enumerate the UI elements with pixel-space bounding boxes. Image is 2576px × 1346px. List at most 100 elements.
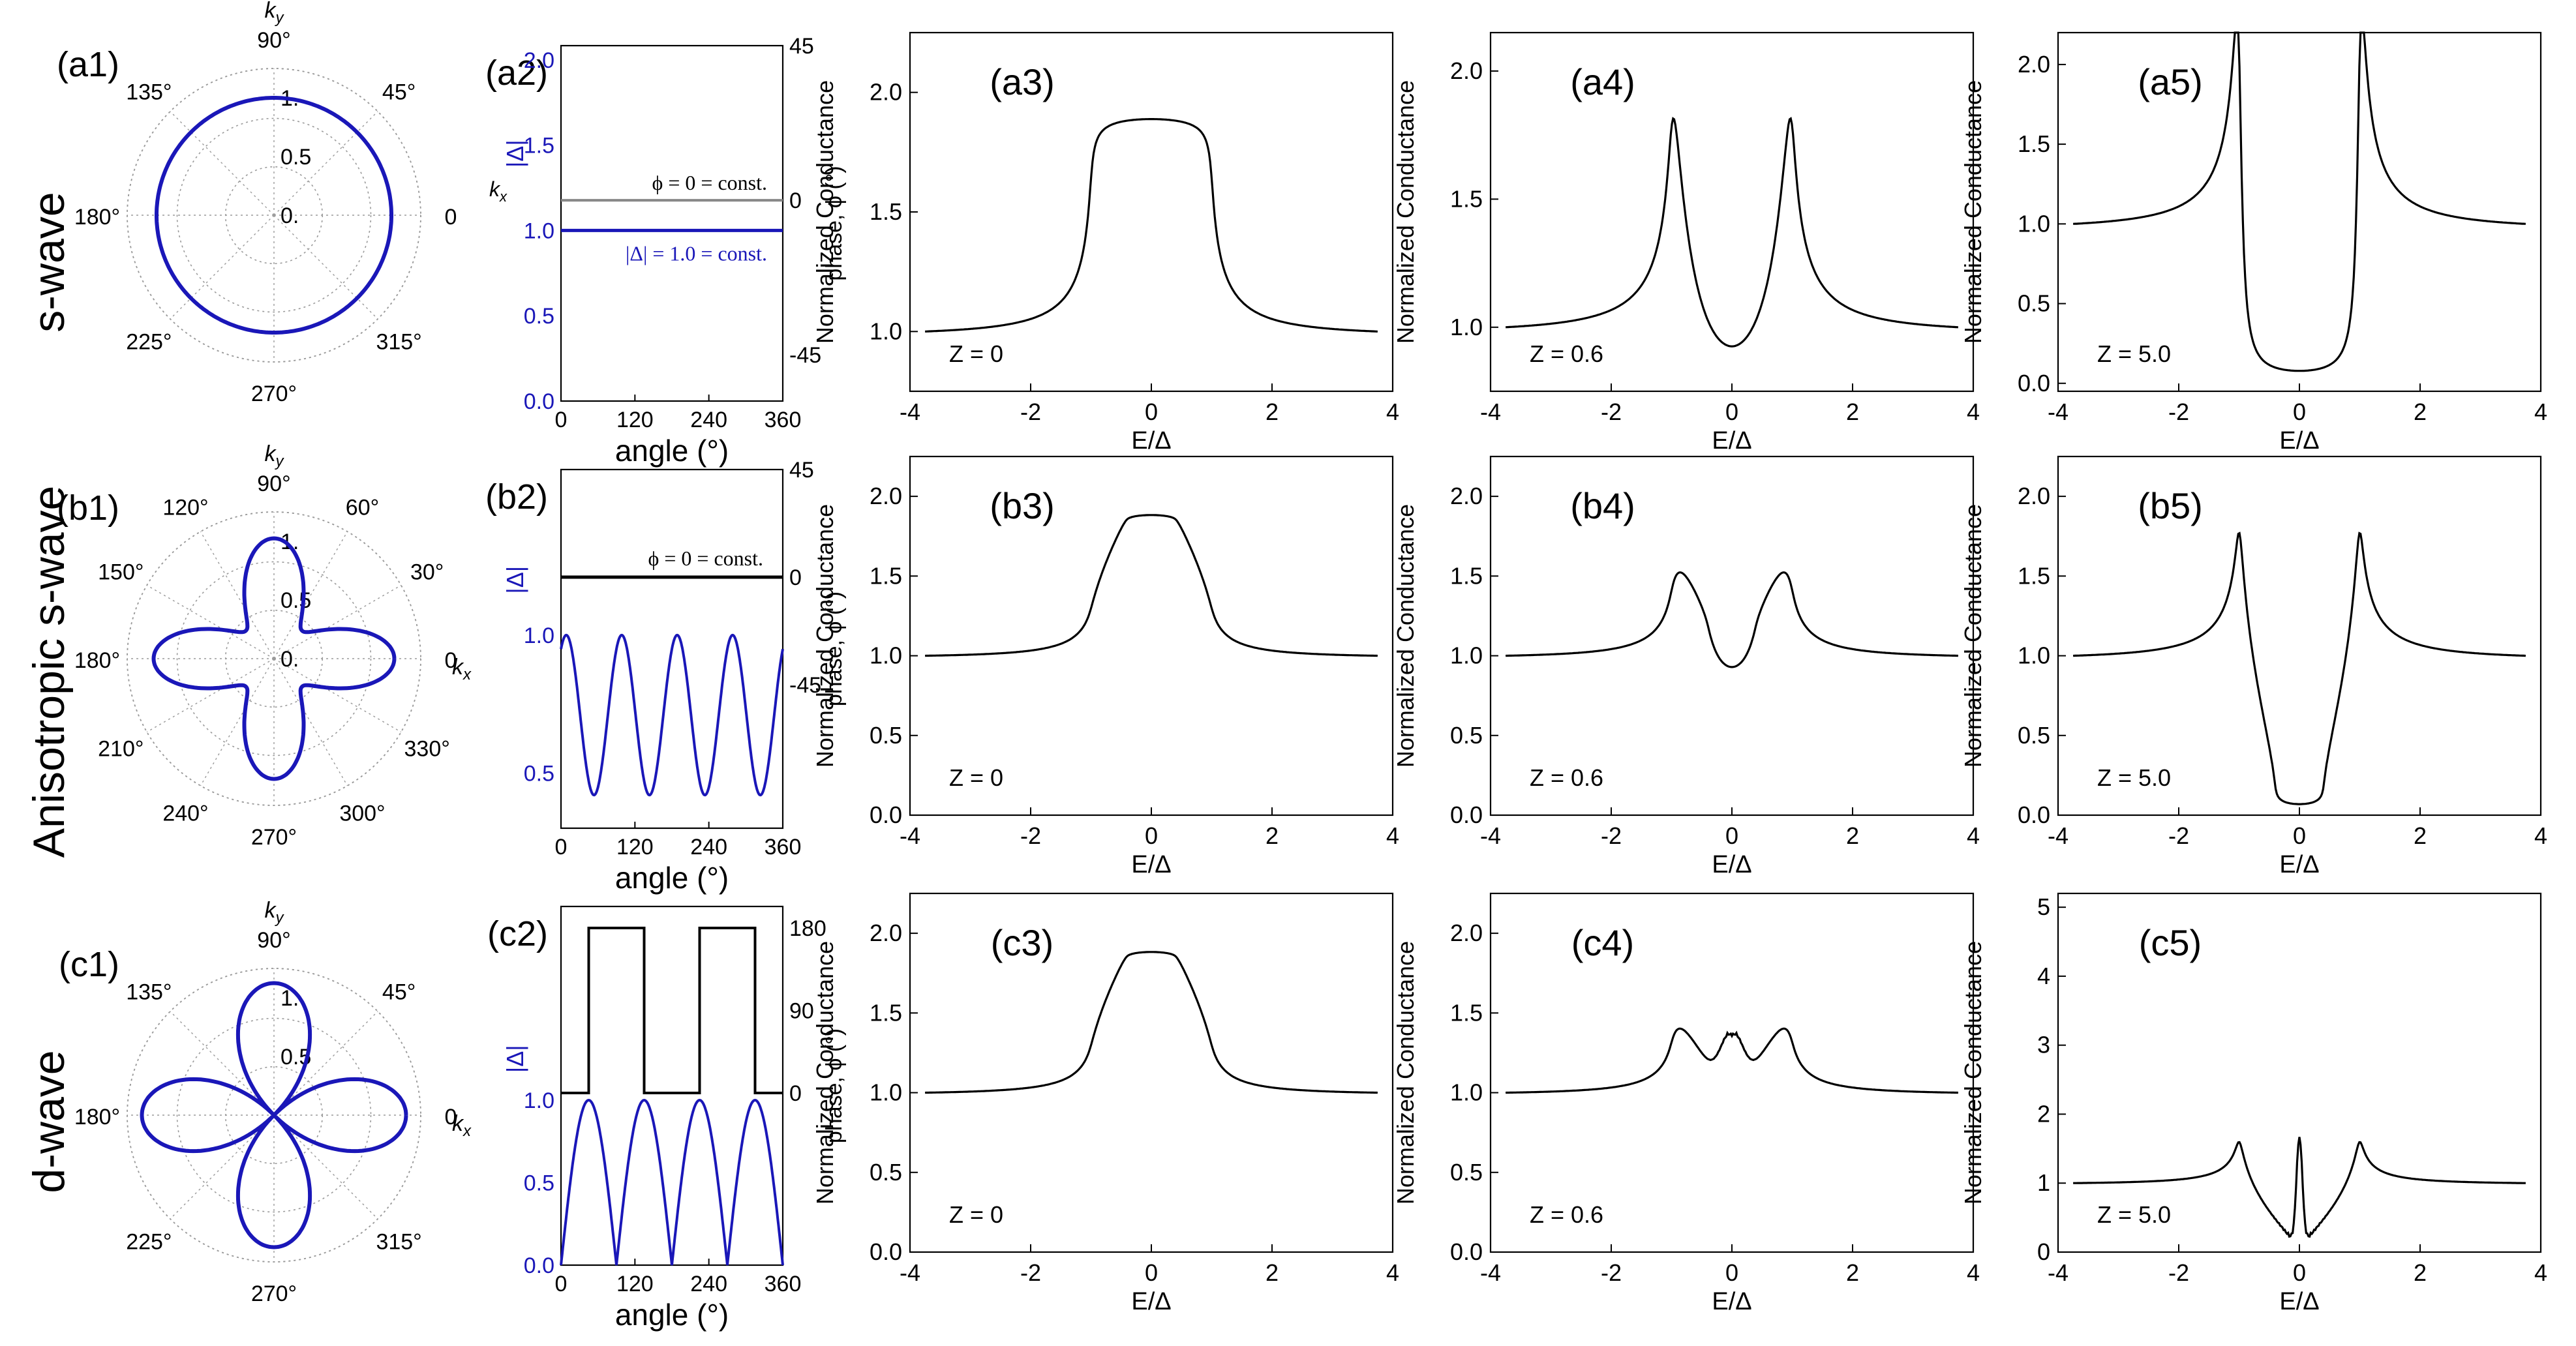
polar-angle-label: 0	[445, 1105, 457, 1129]
x-tick-label: 0	[1145, 398, 1158, 425]
y-tick-label: 1.0	[1450, 1079, 1483, 1106]
y-tick-label: 2.0	[1450, 483, 1483, 509]
x-tick-label: 4	[2534, 398, 2547, 425]
right-tick-label: 45	[789, 34, 814, 59]
x-tick-label: -4	[1480, 822, 1501, 849]
polar-spoke	[170, 1011, 275, 1116]
polar-angle-label: 225°	[126, 330, 172, 355]
y-tick-label: 0.0	[1450, 801, 1483, 828]
y-tick-label: 1.5	[2018, 562, 2050, 589]
panel-a4: -4 -2 0 2 4 1.0 1.5 2.0 E/Δ Normalized Conductanc…	[1392, 31, 1980, 455]
y-tick-label: 5	[2037, 893, 2050, 920]
x-tick-label: 4	[2534, 1259, 2547, 1286]
polar-spoke	[273, 111, 378, 216]
y-axis-label: Normalized Conductance	[811, 941, 838, 1204]
gap-shape-polar	[151, 536, 397, 781]
x-tick-label: 120	[616, 408, 654, 432]
x-tick-label: 2	[1846, 822, 1859, 849]
x-tick-label: 4	[1967, 398, 1980, 425]
y-tick-label: 2	[2037, 1100, 2050, 1127]
y-tick-label: 0	[2037, 1238, 2050, 1265]
panel-label: (b4)	[1570, 485, 1635, 526]
kx-label: kx	[452, 1111, 472, 1140]
panel-c5: -4 -2 0 2 4 0 1 2 3 4 5 E/Δ Normalized Conductance (c…	[1960, 892, 2547, 1315]
y-tick-label: 1	[2037, 1169, 2050, 1196]
x-tick-label: -4	[2048, 822, 2068, 849]
panel-b5: -4 -2 0 2 4 0.0 0.5 1.0 1.5 2.0 E/Δ Normalized Cond…	[1960, 455, 2547, 878]
left-tick-label: 0.5	[524, 761, 554, 786]
x-tick-label: 2	[1265, 1259, 1279, 1286]
x-tick-label: -4	[1480, 398, 1501, 425]
x-tick-label: -2	[1601, 398, 1622, 425]
polar-spoke	[273, 658, 348, 786]
y-tick-label: 0.5	[1450, 722, 1483, 749]
panel-label: (b1)	[57, 488, 119, 528]
panel-c3: -4 -2 0 2 4 0.0 0.5 1.0 1.5 2.0 E/Δ Normalized Cond…	[811, 892, 1399, 1315]
y-tick-label: 2.0	[870, 483, 902, 509]
polar-spoke	[273, 584, 402, 659]
polar-angle-label: 45°	[382, 980, 416, 1004]
y-tick-label: 0.5	[1450, 1159, 1483, 1186]
panel-b3: -4 -2 0 2 4 0.0 0.5 1.0 1.5 2.0 E/Δ Normalized Cond…	[811, 455, 1399, 878]
polar-angle-label: 90°	[257, 471, 290, 496]
x-tick-label: 4	[1386, 1259, 1399, 1286]
x-tick-label: -2	[2168, 398, 2189, 425]
polar-grid-ring	[176, 561, 372, 756]
plot-frame	[909, 31, 1394, 393]
conductance-line	[2073, 531, 2526, 805]
polar-angle-label: 270°	[251, 825, 297, 850]
right-tick-label: 0	[789, 188, 802, 213]
y-axis-label: Normalized Conductance	[1960, 504, 1986, 768]
x-tick-label: -2	[1601, 822, 1622, 849]
x-tick-label: -4	[900, 822, 920, 849]
right-tick-label: -45	[789, 673, 821, 698]
x-tick-label: 2	[2414, 1259, 2427, 1286]
x-tick-label: 120	[616, 835, 654, 860]
y-tick-label: 2.0	[870, 920, 902, 946]
x-tick-label: -2	[1601, 1259, 1622, 1286]
left-axis-label: |Δ|	[502, 140, 528, 168]
x-axis-label: E/Δ	[2279, 851, 2319, 878]
phase-annotation: ϕ = 0 = const.	[652, 171, 767, 194]
panel-label: (c2)	[487, 914, 548, 953]
left-axis-label: |Δ|	[502, 566, 528, 594]
row-label-d-wave: d-wave	[24, 1050, 74, 1193]
polar-radial-label: 0.5	[280, 588, 311, 613]
polar-angle-label: 240°	[162, 801, 208, 826]
polar-grid-ring	[176, 1017, 372, 1213]
panel-label: (c1)	[59, 945, 119, 984]
panel-label: (a5)	[2138, 61, 2203, 102]
left-axis-label: |Δ|	[502, 1045, 528, 1073]
ky-sub: y	[275, 453, 285, 470]
left-tick-label: 0.5	[524, 1171, 554, 1196]
conductance-line	[925, 118, 1378, 333]
y-tick-label: 1.0	[870, 1079, 902, 1106]
y-axis-label: Normalized Conductance	[811, 80, 838, 344]
x-tick-label: 0	[2293, 398, 2306, 425]
panel-label: (b5)	[2138, 485, 2203, 526]
y-tick-label: 1.5	[870, 999, 902, 1026]
panel-a2: 0 120 240 360 angle (°) phase, ϕ (°) (a2) 0.0 0.…	[485, 34, 847, 468]
phase-step-line	[561, 927, 783, 1094]
panel-c4: -4 -2 0 2 4 0.0 0.5 1.0 1.5 2.0 E/Δ Normalized Cond…	[1392, 892, 1980, 1315]
panel-a3: -4 -2 0 2 4 1.0 1.5 2.0 E/Δ Normalized Conductanc…	[811, 31, 1399, 455]
left-tick-label: 1.0	[524, 1088, 554, 1113]
polar-angle-label: 180°	[74, 648, 120, 673]
polar-angle-label: 0	[445, 205, 457, 230]
phase-annotation: ϕ = 0 = const.	[648, 546, 763, 570]
y-tick-label: 2.0	[1450, 920, 1483, 946]
right-axis-label: phase, ϕ (°)	[822, 591, 847, 706]
plot-frame	[2057, 455, 2542, 816]
ky-sub: y	[275, 909, 285, 927]
x-axis-label: E/Δ	[1712, 1288, 1751, 1315]
x-tick-label: 0	[555, 408, 568, 432]
x-tick-label: 240	[690, 835, 727, 860]
y-tick-label: 1.0	[2018, 210, 2050, 237]
y-tick-label: 2.0	[870, 79, 902, 106]
kx-label: kx	[452, 655, 472, 683]
y-tick-label: 0.5	[870, 1159, 902, 1186]
magnitude-curve	[560, 1098, 784, 1266]
x-tick-label: 2	[2414, 398, 2427, 425]
x-tick-label: 4	[1386, 822, 1399, 849]
x-tick-label: 2	[1846, 398, 1859, 425]
